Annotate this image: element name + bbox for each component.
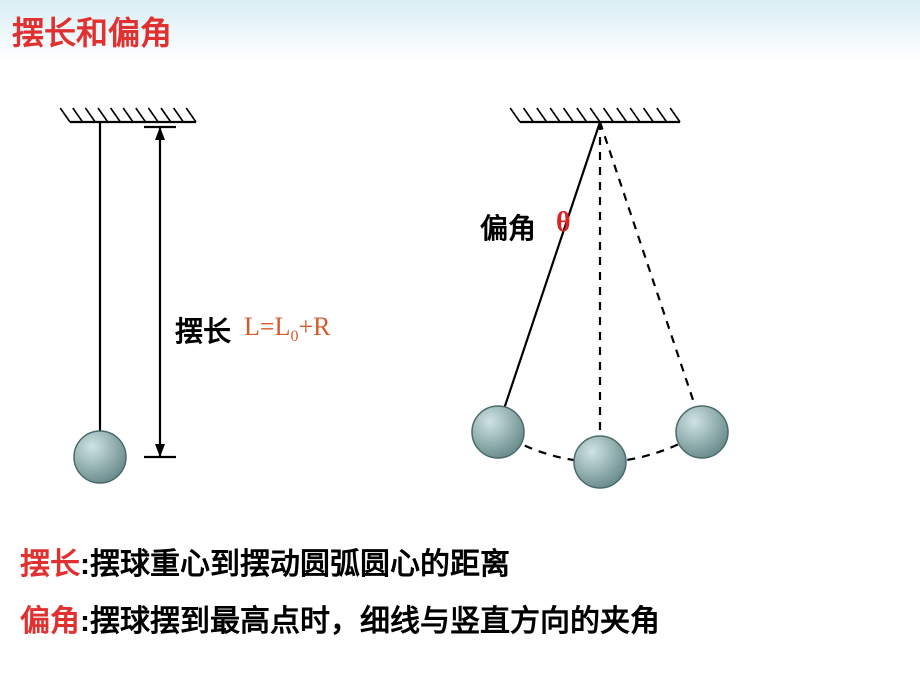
definition-row: 偏角:摆球摆到最高点时，细线与竖直方向的夹角 [20,593,660,650]
def-text-angle: :摆球摆到最高点时，细线与竖直方向的夹角 [80,605,660,638]
title-bar: 摆长和偏角 [0,0,920,62]
theta-symbol: θ [556,207,571,239]
length-formula: L=L0+R [244,312,330,346]
def-text-length: :摆球重心到摆动圆弧圆心的距离 [80,548,510,581]
page-title: 摆长和偏角 [12,15,172,51]
diagram-area: 摆长 L=L0+R 偏角 θ [0,62,920,532]
def-label-angle: 偏角 [20,605,80,638]
definitions: 摆长:摆球重心到摆动圆弧圆心的距离 偏角:摆球摆到最高点时，细线与竖直方向的夹角 [20,536,660,650]
angle-label: 偏角 [480,207,536,247]
length-label: 摆长 [175,310,231,350]
definition-row: 摆长:摆球重心到摆动圆弧圆心的距离 [20,536,660,593]
diagram-svg [0,62,920,532]
def-label-length: 摆长 [20,548,80,581]
